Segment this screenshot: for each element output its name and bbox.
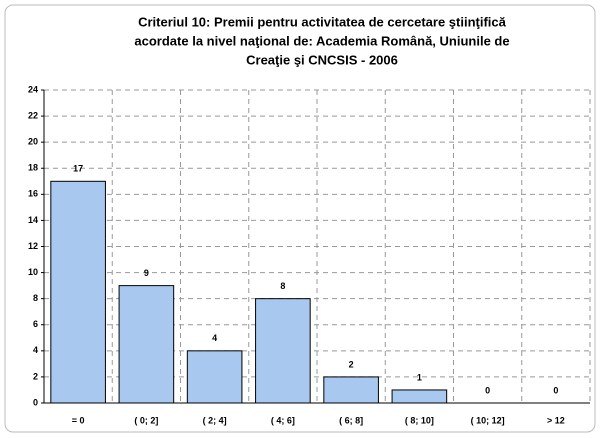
bar [186, 350, 243, 404]
data-label: 8 [280, 281, 285, 291]
data-label: 4 [212, 333, 217, 343]
x-tick-label: ( 4; 6] [271, 415, 295, 425]
data-label: 2 [349, 359, 354, 369]
y-tick-label: 2 [33, 371, 38, 381]
y-tick-label: 18 [28, 163, 38, 173]
data-label: 0 [553, 385, 558, 395]
y-tick-label: 12 [28, 241, 38, 251]
bar [50, 180, 106, 404]
y-tick-label: 20 [28, 137, 38, 147]
x-tick-label: ( 6; 8] [339, 415, 363, 425]
y-tick-label: 16 [28, 189, 38, 199]
chart-title-line: Creaţie şi CNCSIS - 2006 [246, 52, 398, 67]
data-label: 0 [485, 385, 490, 395]
y-tick-label: 8 [33, 293, 38, 303]
y-tick-label: 10 [28, 267, 38, 277]
data-label: 9 [144, 268, 149, 278]
y-tick-label: 0 [33, 397, 38, 407]
y-tick-label: 14 [28, 215, 38, 225]
x-tick-label: > 12 [547, 415, 565, 425]
chart-title-line: acordate la nivel naţional de: Academia … [134, 33, 509, 48]
data-label: 1 [417, 372, 422, 382]
data-label: 17 [73, 164, 83, 174]
bar [255, 298, 311, 404]
bar [391, 389, 448, 404]
y-tick-label: 6 [33, 319, 38, 329]
x-tick-label: ( 2; 4] [203, 415, 227, 425]
bar [118, 285, 175, 404]
chart-title-line: Criteriul 10: Premii pentru activitatea … [138, 14, 507, 29]
y-tick-label: 22 [28, 110, 38, 120]
y-tick-label: 4 [33, 345, 38, 355]
y-tick-label: 24 [28, 84, 38, 94]
x-tick-label: ( 0; 2] [134, 415, 158, 425]
x-tick-label: ( 10; 12] [471, 415, 505, 425]
x-tick-label: = 0 [72, 415, 85, 425]
x-tick-label: ( 8; 10] [405, 415, 434, 425]
bar [323, 376, 379, 404]
